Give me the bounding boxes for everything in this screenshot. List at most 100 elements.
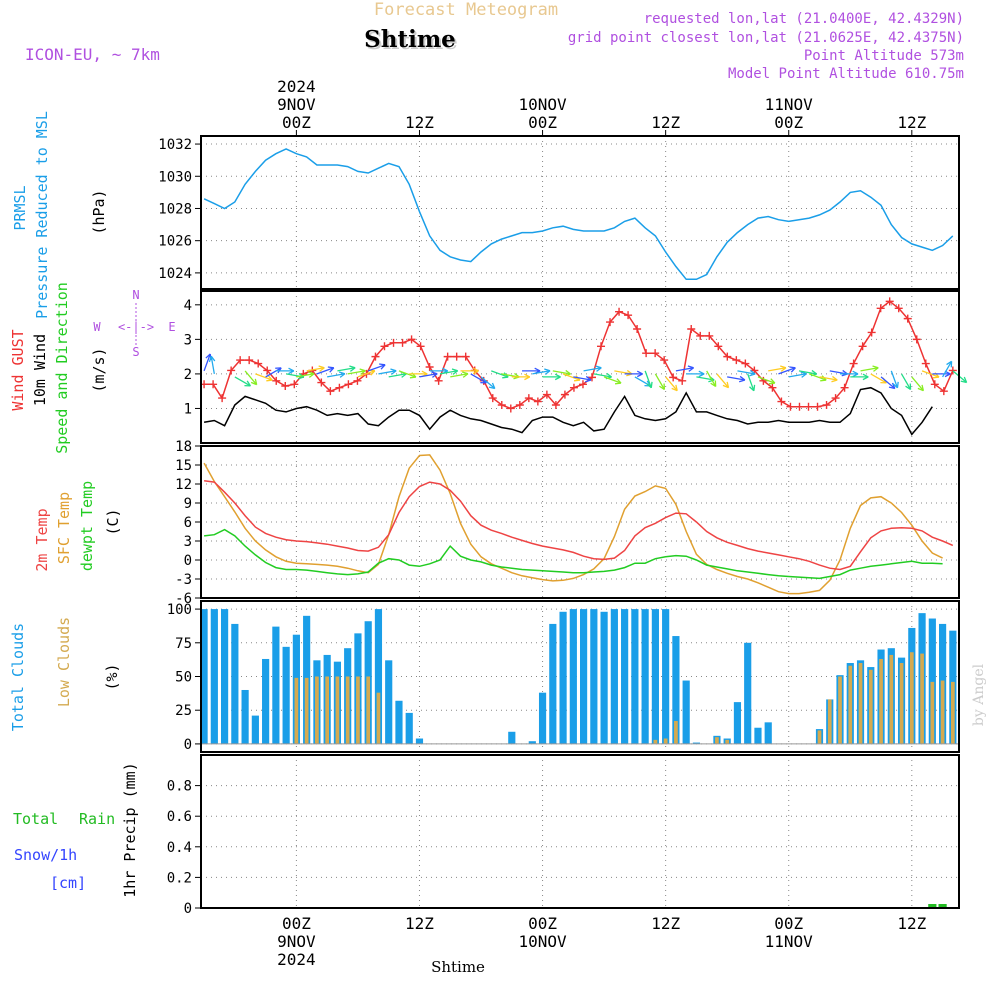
wind-unit: (m/s)	[90, 347, 108, 392]
gust-marker	[777, 397, 786, 406]
y-tick-label: -6	[175, 591, 192, 607]
gust-marker	[551, 401, 560, 409]
gust-marker	[669, 373, 678, 382]
y-tick-label: 0.2	[167, 870, 192, 886]
total-cloud-bar	[559, 611, 567, 744]
gust-marker	[642, 349, 651, 358]
temp-labels: 2m Temp SFC Temp dewpt Temp (C)	[33, 481, 122, 572]
wind-arrow	[265, 367, 282, 378]
wind-arrow-head	[585, 375, 592, 383]
watermark: by Angel	[971, 663, 987, 726]
wind-arrow-head	[636, 370, 643, 378]
wind-arrow-head	[308, 371, 315, 378]
total-cloud-bar	[600, 611, 608, 744]
compass-w: W	[93, 320, 101, 334]
y-tick-label: 100	[167, 602, 192, 618]
total-cloud-bar	[621, 609, 629, 744]
gust-marker	[515, 401, 524, 409]
model-altitude: Model Point Altitude 610.75m	[728, 66, 964, 82]
wind-arrow	[491, 370, 509, 378]
pressure-unit: (hPa)	[90, 189, 108, 234]
wind-arrow	[234, 376, 251, 387]
footer-location: Shtime	[431, 958, 485, 976]
wind-arrow-head	[327, 366, 335, 373]
wind-arrow	[450, 373, 469, 378]
time-label-top: 00Z	[774, 113, 803, 132]
low-cloud-bar	[930, 681, 935, 744]
wind-arrow	[880, 376, 896, 389]
gust-marker	[660, 356, 669, 365]
wind-arrow-head	[831, 375, 838, 383]
low-cloud-bar	[715, 737, 719, 744]
wind-arrow-head	[431, 371, 438, 378]
gust-marker	[425, 363, 434, 371]
gust-marker	[353, 376, 362, 385]
wind-arrow-head	[738, 375, 746, 383]
wind-arrow	[316, 367, 335, 375]
wind-arrow	[357, 370, 376, 378]
wind-arrow	[244, 370, 258, 386]
total-cloud-bar	[549, 623, 557, 744]
gust-marker	[398, 338, 407, 347]
gust-marker	[389, 338, 398, 347]
time-label-bottom: 2024	[277, 950, 316, 969]
wind-arrow-head	[852, 370, 859, 378]
wind-arrow	[798, 370, 817, 375]
wind-arrow-head	[318, 365, 325, 372]
wind-arrow-head	[297, 372, 305, 380]
wind-arrow-head	[250, 378, 258, 386]
y-tick-label: 1030	[158, 169, 192, 185]
gust-marker	[633, 325, 642, 333]
wind-arrow	[439, 370, 458, 375]
point-altitude: Point Altitude 573m	[804, 48, 964, 64]
wind-arrow-head	[472, 367, 479, 375]
total-cloud-bar	[580, 609, 588, 744]
low-cloud-bar	[879, 658, 883, 744]
gust-marker	[786, 402, 795, 411]
gust-marker	[795, 402, 804, 411]
wind-arrow	[757, 376, 776, 384]
y-tick-label: 3	[184, 332, 192, 348]
gust-marker	[876, 304, 885, 313]
gust-marker	[380, 342, 389, 351]
wind-arrow-head	[905, 383, 912, 391]
gust-marker	[849, 359, 858, 368]
wind-arrow	[911, 376, 924, 392]
total-cloud-bar	[631, 609, 639, 744]
y-tick-label: 1032	[158, 137, 192, 153]
gust-marker	[245, 356, 254, 365]
wind-arrow-head	[789, 366, 796, 373]
time-label-top: 11NOV	[765, 95, 814, 114]
gust-marker	[281, 382, 290, 390]
y-tick-label: 1028	[158, 201, 192, 217]
gust-marker	[822, 401, 831, 409]
temp-sfc-label: SFC Temp	[55, 492, 73, 564]
time-label-top: 10NOV	[518, 95, 567, 114]
total-cloud-bar	[590, 609, 598, 744]
low-cloud-bar	[294, 677, 299, 744]
gust-marker	[615, 307, 624, 316]
gust-marker	[560, 390, 569, 399]
low-cloud-bar	[663, 738, 668, 744]
gust-marker	[407, 335, 416, 344]
wind-arrow	[255, 373, 273, 381]
y-tick-label: 0	[184, 901, 192, 917]
total-cloud-bar	[221, 609, 229, 744]
temp-dew-label: dewpt Temp	[78, 481, 96, 571]
y-tick-label: 12	[175, 477, 192, 493]
compass-s: S	[132, 345, 139, 359]
location-shadow: Shtime	[366, 28, 458, 55]
wind-arrow	[654, 373, 665, 390]
gust-marker	[813, 402, 822, 411]
wind-arrow-head	[524, 373, 531, 381]
wind-arrow	[470, 373, 487, 384]
wind-arrow-head	[244, 380, 251, 387]
dewpt-line	[204, 528, 943, 580]
total-cloud-bar	[733, 702, 742, 744]
wind-arrow	[819, 376, 838, 381]
total-cloud-bar	[569, 609, 577, 744]
wind-arrow	[532, 370, 551, 375]
gust-marker	[533, 397, 542, 406]
wind-arrow-head	[554, 373, 561, 381]
wind-10m-label: 10m Wind	[31, 334, 49, 406]
